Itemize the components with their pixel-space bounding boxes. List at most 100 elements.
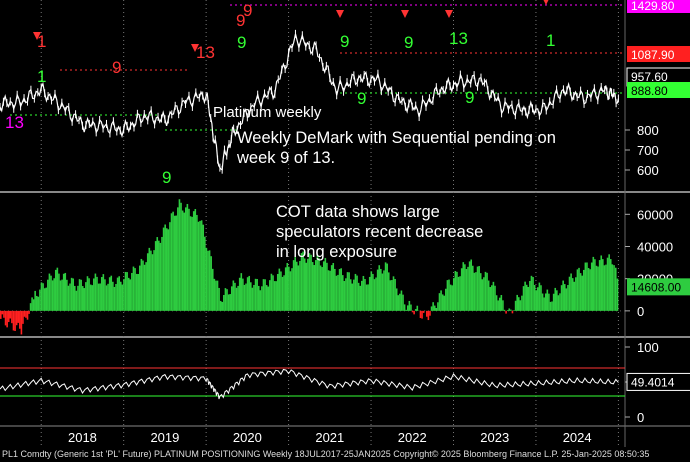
cot-bar — [32, 299, 35, 311]
cot-bar — [389, 280, 392, 311]
cot-bar — [286, 262, 289, 311]
cot-bar — [327, 270, 330, 311]
cot-bar — [494, 285, 496, 311]
cot-bar — [568, 276, 571, 311]
cot-bar — [267, 286, 270, 311]
cot-bar — [454, 271, 457, 311]
cot-bar — [137, 273, 140, 311]
cot-bar — [517, 297, 520, 311]
cot-bar — [460, 268, 463, 311]
cot-bar — [581, 275, 584, 311]
cot-annotation: COT data shows large speculators recent … — [276, 203, 484, 261]
cot-bar — [487, 280, 490, 311]
cot-bar — [134, 268, 136, 311]
cot-bar — [471, 265, 474, 311]
cot-bar — [194, 209, 197, 311]
cot-bar — [381, 273, 384, 311]
cot-bar — [22, 310, 24, 324]
cot-bar — [34, 290, 36, 311]
cot-bar — [216, 280, 219, 311]
cot-bar — [451, 285, 453, 311]
cot-bar — [230, 286, 233, 311]
cot-bar — [11, 310, 13, 324]
cot-bar — [353, 279, 355, 311]
cot-bar — [47, 279, 49, 311]
cot-bar — [345, 278, 347, 311]
cot-bar — [310, 254, 312, 311]
cot-bar — [169, 222, 171, 311]
cot-bar — [573, 281, 576, 311]
cot-bar — [78, 279, 81, 311]
cot-bar — [248, 275, 251, 311]
cot-bar — [373, 279, 376, 311]
cot-bar — [510, 309, 512, 311]
cot-bar — [61, 279, 63, 311]
cot-bar — [540, 285, 542, 311]
cot-bar — [392, 276, 395, 311]
cot-bar — [419, 310, 422, 319]
cot-bar — [571, 278, 574, 311]
cot-bar — [570, 273, 572, 311]
demark-count-label: 9 — [404, 33, 413, 52]
cot-bar — [468, 261, 471, 311]
cot-bar — [17, 310, 20, 323]
rsi-last-badge-bg — [626, 372, 690, 391]
cot-bar — [107, 283, 109, 311]
cot-bar — [556, 290, 558, 311]
cot-bar — [370, 271, 373, 311]
cot-bar — [497, 300, 499, 311]
price-tick-label: 600 — [637, 163, 659, 178]
cot-bar — [605, 264, 607, 311]
demark-count-label: 9 — [357, 89, 366, 108]
cot-bar — [156, 237, 159, 311]
rsi-tick-label: 100 — [637, 340, 659, 355]
cot-bar — [253, 284, 255, 311]
cot-bar — [59, 280, 62, 311]
cot-bar — [143, 264, 146, 311]
cot-bar — [440, 290, 442, 311]
cot-bar — [473, 272, 476, 311]
cot-bar — [197, 221, 200, 311]
demark-arrow-icon — [33, 32, 41, 40]
cot-bar — [516, 294, 518, 311]
cot-bar — [492, 281, 495, 311]
price-tick-label: 800 — [637, 123, 659, 138]
cot-bar — [394, 278, 396, 311]
cot-bar — [215, 280, 217, 311]
cot-bar — [525, 284, 528, 311]
cot-bar — [159, 242, 162, 311]
cot-bar — [105, 285, 108, 311]
cot-last-badge: 14608.00 — [631, 280, 681, 294]
cot-bar — [123, 279, 125, 311]
cot-bar — [175, 215, 178, 311]
cot-bar — [459, 276, 461, 311]
cot-bar — [400, 290, 403, 311]
cot-bar — [598, 260, 601, 311]
x-axis-year-label: 2024 — [563, 430, 592, 445]
cot-bar — [270, 273, 273, 311]
cot-bar — [506, 310, 509, 311]
cot-bar — [281, 276, 284, 311]
price-high-badge: 1429.80 — [631, 0, 675, 13]
cot-bar — [218, 287, 220, 311]
cot-bar — [7, 310, 10, 323]
cot-bar — [64, 272, 67, 311]
cot-bar — [432, 302, 434, 311]
cot-bar — [313, 265, 316, 311]
cot-bar — [403, 304, 406, 311]
cot-bar — [223, 294, 225, 311]
cot-bar — [37, 296, 40, 311]
cot-bar — [53, 278, 55, 311]
cot-bar — [121, 284, 124, 311]
cot-bar — [386, 263, 388, 311]
cot-bar — [483, 277, 485, 311]
cot-bar — [29, 303, 32, 311]
cot-bar — [150, 250, 152, 311]
cot-tick-label: 60000 — [637, 207, 673, 222]
cot-bar — [19, 310, 21, 329]
cot-bar — [503, 309, 506, 311]
cot-bar — [104, 279, 106, 311]
cot-bar — [375, 277, 377, 311]
cot-bar — [35, 295, 38, 311]
cot-bar — [205, 247, 208, 311]
